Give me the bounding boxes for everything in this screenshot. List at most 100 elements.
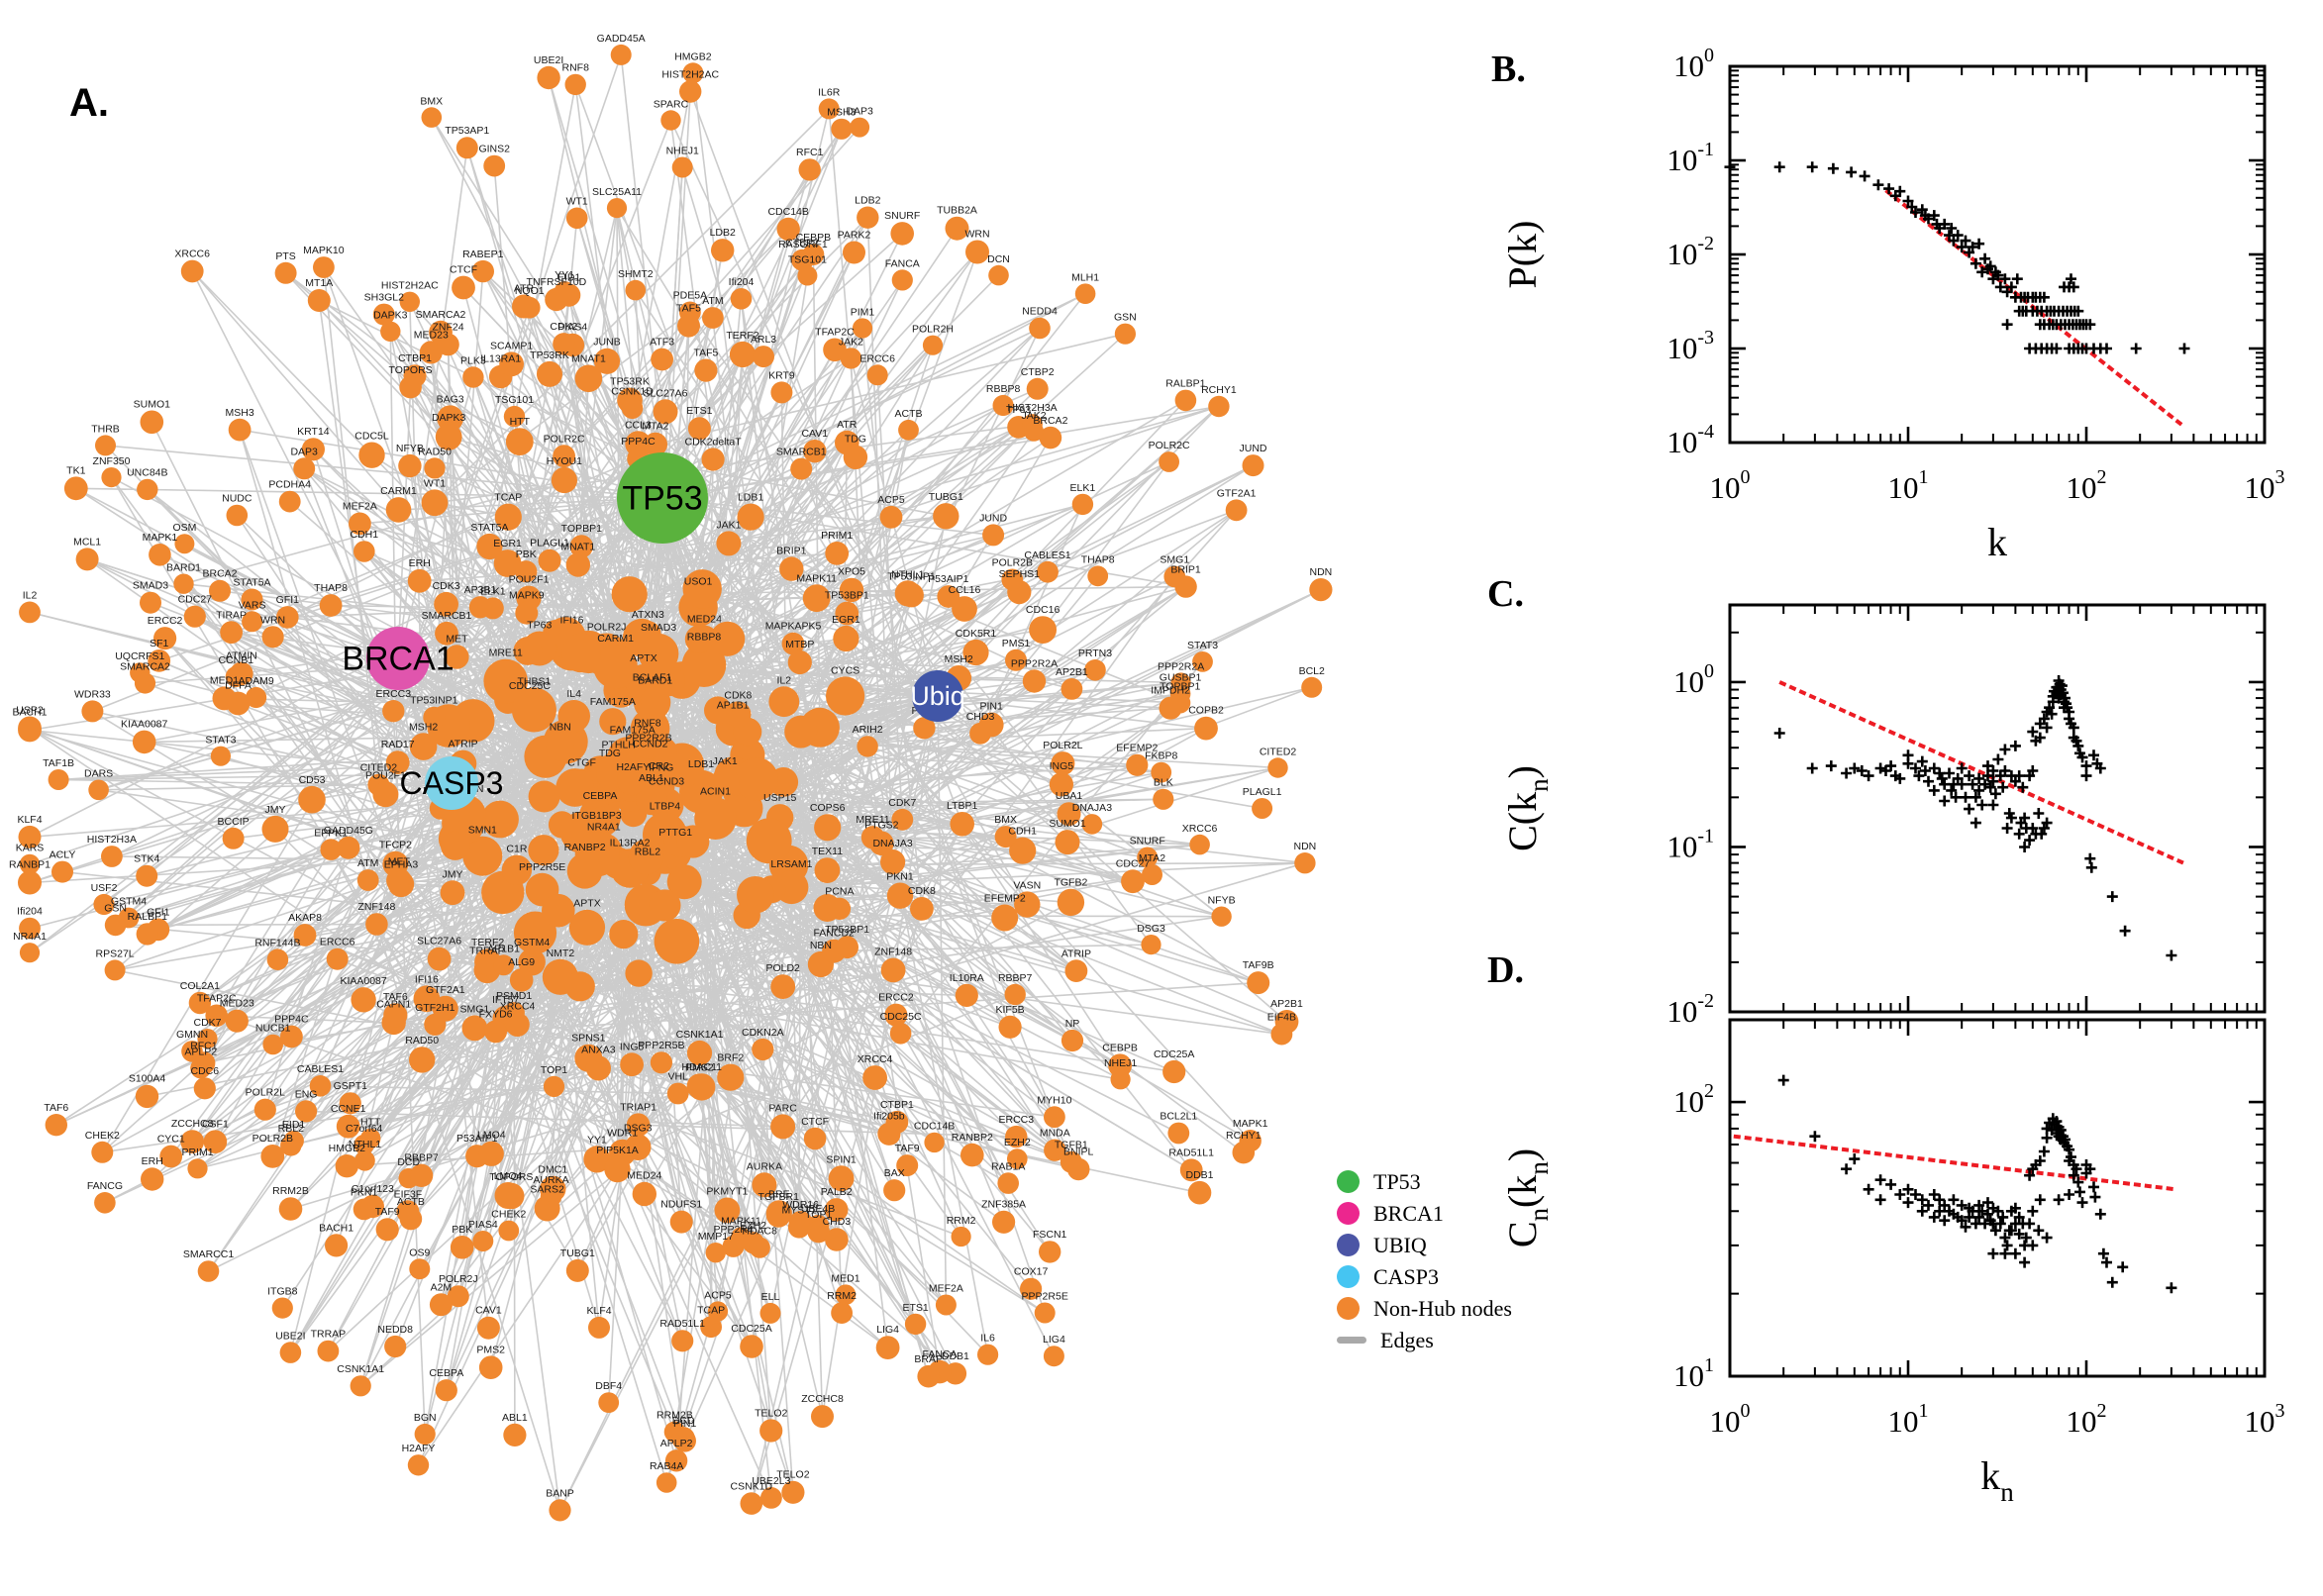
- network-node[interactable]: [271, 1297, 293, 1319]
- network-node[interactable]: [1267, 757, 1288, 778]
- network-node[interactable]: [190, 1057, 212, 1079]
- network-node[interactable]: [1007, 1148, 1028, 1169]
- network-node[interactable]: [1009, 837, 1037, 864]
- network-node[interactable]: [960, 1143, 984, 1167]
- network-node[interactable]: [222, 827, 245, 849]
- network-node[interactable]: [483, 154, 506, 177]
- network-node[interactable]: [1121, 869, 1145, 894]
- network-node[interactable]: [1055, 830, 1080, 855]
- network-node[interactable]: [599, 708, 627, 736]
- network-node[interactable]: [565, 207, 588, 230]
- network-node[interactable]: [461, 1015, 488, 1042]
- network-node[interactable]: [891, 808, 914, 831]
- network-node[interactable]: [1126, 753, 1149, 776]
- network-node[interactable]: [737, 876, 774, 914]
- network-node[interactable]: [511, 687, 556, 733]
- network-node[interactable]: [45, 1114, 67, 1137]
- network-node[interactable]: [307, 289, 331, 312]
- network-node[interactable]: [574, 364, 603, 393]
- network-node[interactable]: [978, 712, 1004, 738]
- network-hub-TP53[interactable]: [617, 452, 708, 544]
- network-node[interactable]: [409, 1258, 431, 1280]
- network-node[interactable]: [1039, 1241, 1061, 1263]
- network-node[interactable]: [710, 767, 740, 796]
- network-node[interactable]: [749, 1237, 770, 1258]
- network-node[interactable]: [811, 1405, 834, 1429]
- network-node[interactable]: [616, 766, 647, 796]
- network-node[interactable]: [889, 1023, 912, 1045]
- network-node[interactable]: [226, 504, 249, 527]
- network-node[interactable]: [671, 156, 693, 178]
- network-node[interactable]: [740, 1492, 763, 1515]
- network-node[interactable]: [937, 585, 960, 608]
- network-node[interactable]: [1153, 788, 1174, 810]
- network-node[interactable]: [880, 957, 906, 983]
- network-node[interactable]: [455, 137, 478, 159]
- network-node[interactable]: [682, 62, 704, 84]
- network-node[interactable]: [625, 279, 647, 301]
- network-node[interactable]: [421, 107, 443, 128]
- network-node[interactable]: [852, 318, 873, 339]
- network-node[interactable]: [962, 639, 989, 666]
- network-node[interactable]: [174, 534, 195, 554]
- network-node[interactable]: [798, 158, 821, 181]
- network-node[interactable]: [866, 364, 888, 386]
- network-node[interactable]: [101, 467, 122, 488]
- network-node[interactable]: [557, 700, 590, 733]
- network-node[interactable]: [787, 649, 812, 675]
- network-node[interactable]: [1026, 377, 1049, 400]
- network-node[interactable]: [503, 1423, 527, 1446]
- network-node[interactable]: [398, 453, 422, 478]
- network-node[interactable]: [136, 923, 158, 946]
- network-node[interactable]: [542, 893, 575, 928]
- network-node[interactable]: [1044, 1139, 1066, 1161]
- network-node[interactable]: [945, 216, 969, 241]
- network-node[interactable]: [803, 440, 827, 463]
- network-node[interactable]: [445, 645, 469, 669]
- network-node[interactable]: [711, 239, 735, 262]
- network-node[interactable]: [684, 625, 714, 653]
- network-node[interactable]: [242, 611, 263, 633]
- network-node[interactable]: [682, 569, 722, 609]
- network-node[interactable]: [784, 715, 818, 748]
- network-node[interactable]: [797, 265, 818, 286]
- network-node[interactable]: [528, 780, 560, 813]
- network-node[interactable]: [710, 621, 746, 656]
- network-node[interactable]: [651, 348, 673, 371]
- network-node[interactable]: [148, 649, 171, 672]
- network-node[interactable]: [982, 524, 1005, 547]
- network-node[interactable]: [537, 65, 560, 90]
- network-node[interactable]: [94, 1192, 116, 1214]
- network-node[interactable]: [509, 968, 534, 992]
- network-hub-Ubiq[interactable]: [912, 670, 963, 722]
- network-node[interactable]: [1074, 283, 1096, 305]
- network-node[interactable]: [540, 1175, 566, 1203]
- network-node[interactable]: [904, 1313, 927, 1336]
- network-node[interactable]: [546, 733, 574, 761]
- network-node[interactable]: [537, 360, 562, 387]
- network-node[interactable]: [1162, 1059, 1186, 1084]
- network-node[interactable]: [625, 959, 653, 987]
- network-node[interactable]: [399, 291, 420, 312]
- network-node[interactable]: [1029, 616, 1057, 644]
- network-node[interactable]: [636, 783, 667, 816]
- network-node[interactable]: [632, 1181, 656, 1207]
- network-node[interactable]: [1189, 834, 1210, 855]
- network-node[interactable]: [476, 1316, 500, 1340]
- network-node[interactable]: [241, 588, 263, 611]
- network-node[interactable]: [372, 781, 399, 808]
- network-node[interactable]: [432, 995, 458, 1022]
- network-node[interactable]: [884, 1003, 908, 1027]
- network-node[interactable]: [424, 457, 446, 479]
- network-node[interactable]: [704, 696, 733, 725]
- network-node[interactable]: [309, 1075, 332, 1097]
- network-node[interactable]: [319, 594, 343, 617]
- network-node[interactable]: [336, 1114, 360, 1139]
- network-node[interactable]: [705, 1243, 726, 1263]
- network-node[interactable]: [1014, 891, 1041, 918]
- network-node[interactable]: [385, 497, 412, 523]
- network-node[interactable]: [768, 686, 800, 718]
- network-node[interactable]: [702, 307, 724, 329]
- network-node[interactable]: [197, 1260, 220, 1282]
- network-node[interactable]: [293, 924, 317, 947]
